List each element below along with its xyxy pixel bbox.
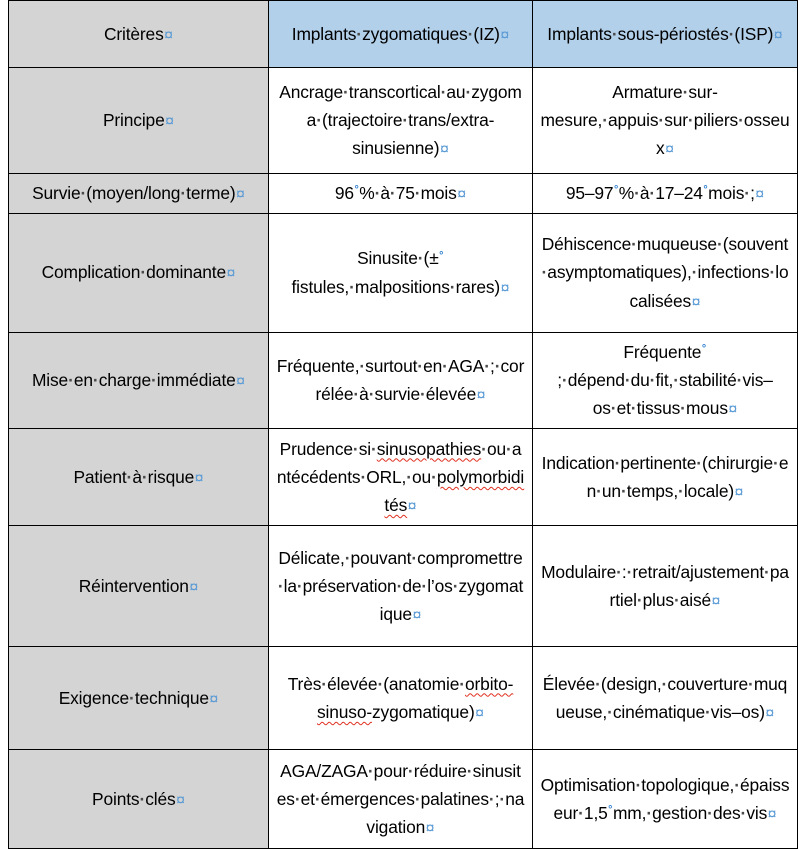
criteria-cell-reintervention[interactable]: Réintervention¤	[8, 525, 269, 648]
criteria-cell-survie[interactable]: Survie·(moyen/long·terme)¤	[8, 173, 269, 214]
table-row: Principe¤ Ancrage·transcortical·au·zygom…	[8, 67, 798, 174]
misspelled-word: orbito-	[465, 673, 514, 694]
criteria-cell-principe[interactable]: Principe¤	[8, 67, 269, 174]
value-cell-iz-reintervention[interactable]: Délicate,·pouvant·compromettre·la·préser…	[268, 525, 533, 648]
value-cell-iz-mise-en-charge[interactable]: Fréquente,·surtout·en·AGA·;·corrélée·à·s…	[268, 331, 533, 430]
table-header-row: Critères¤ Implants·zygomatiques·(IZ)¤ Im…	[8, 0, 798, 68]
header-label-criteria: Critères	[103, 23, 164, 44]
criteria-cell-points-cles[interactable]: Points·clés¤	[8, 749, 269, 849]
table-row: Exigence·technique¤ Très·élevée·(anatomi…	[8, 646, 798, 751]
document-canvas: Critères¤ Implants·zygomatiques·(IZ)¤ Im…	[8, 0, 798, 849]
cell-end-mark: ¤	[773, 26, 783, 44]
misspelled-word: sinusopathies	[376, 438, 482, 459]
misspelled-word: polymorbidités	[384, 466, 525, 515]
cell-end-mark: ¤	[236, 373, 246, 391]
nbsp-mark: °	[613, 184, 619, 197]
nbsp-mark: °	[439, 249, 444, 262]
value-cell-iz-complication[interactable]: Sinusite·(±°fistules,·malpositions·rares…	[268, 212, 533, 333]
cell-end-mark: ¤	[407, 497, 417, 515]
criteria-label: Principe	[102, 110, 165, 131]
cell-end-mark: ¤	[765, 704, 775, 722]
value-cell-isp-survie[interactable]: 95–97°%·à·17–24°mois·;¤	[532, 173, 798, 214]
value-cell-iz-survie[interactable]: 96°%·à·75·mois¤	[268, 173, 533, 214]
value-cell-iz-principe[interactable]: Ancrage·transcortical·au·zygoma·(traject…	[268, 67, 533, 174]
nbsp-mark: °	[701, 343, 707, 356]
cell-end-mark: ¤	[194, 469, 204, 487]
cell-end-mark: ¤	[500, 279, 510, 297]
cell-end-mark: ¤	[425, 819, 435, 837]
value-cell-isp-exigence-technique[interactable]: Élevée·(design,·couverture·muqueuse,·cin…	[532, 646, 798, 751]
cell-end-mark: ¤	[209, 690, 219, 708]
misspelled-word: sinuso-	[316, 701, 372, 722]
cell-end-mark: ¤	[734, 483, 744, 501]
space-mark: ·	[728, 23, 735, 44]
cell-end-mark: ¤	[165, 113, 175, 131]
cell-end-mark: ¤	[236, 186, 245, 203]
value-cell-isp-complication[interactable]: Déhiscence·muqueuse·(souvent·asymptomati…	[532, 212, 798, 333]
cell-end-mark: ¤	[728, 401, 738, 419]
nbsp-mark: °	[703, 184, 708, 197]
cell-end-mark: ¤	[500, 26, 510, 44]
cell-end-mark: ¤	[164, 26, 174, 44]
criteria-label: Réintervention	[78, 575, 189, 596]
value-cell-isp-principe[interactable]: Armature·sur-mesure,·appuis·sur·piliers·…	[532, 67, 798, 174]
nbsp-mark: °	[608, 804, 613, 817]
header-cell-zygomatic[interactable]: Implants·zygomatiques·(IZ)¤	[268, 0, 533, 68]
comparison-table: Critères¤ Implants·zygomatiques·(IZ)¤ Im…	[8, 0, 798, 849]
cell-end-mark: ¤	[767, 805, 777, 823]
cell-end-mark: ¤	[439, 141, 449, 159]
cell-end-mark: ¤	[691, 293, 701, 311]
value-cell-isp-patient-risque[interactable]: Indication·pertinente·(chirurgie·en·un·t…	[532, 428, 798, 527]
cell-end-mark: ¤	[755, 186, 765, 203]
cell-end-mark: ¤	[176, 791, 185, 809]
header-cell-subperiosteal[interactable]: Implants·sous-périostés·(ISP)¤	[532, 0, 798, 68]
space-mark: ·	[467, 23, 474, 44]
space-mark: ·	[356, 23, 363, 44]
header-cell-criteria[interactable]: Critères¤	[8, 0, 269, 68]
cell-end-mark: ¤	[665, 141, 674, 159]
criteria-cell-complication[interactable]: Complication·dominante¤	[8, 212, 269, 333]
space-mark: ·	[611, 23, 618, 44]
criteria-cell-patient-risque[interactable]: Patient·à·risque¤	[8, 428, 269, 527]
cell-end-mark: ¤	[476, 387, 486, 405]
value-cell-iz-points-cles[interactable]: AGA/ZAGA·pour·réduire·sinusites·et·émerg…	[268, 749, 533, 849]
cell-end-mark: ¤	[412, 606, 422, 624]
cell-end-mark: ¤	[226, 265, 236, 283]
table-row: Complication·dominante¤ Sinusite·(±°fist…	[8, 212, 798, 333]
value-cell-isp-points-cles[interactable]: Optimisation·topologique,·épaisseur·1,5°…	[532, 749, 798, 849]
table-row: Points·clés¤ AGA/ZAGA·pour·réduire·sinus…	[8, 749, 798, 849]
table-row: Patient·à·risque¤ Prudence·si·sinusopath…	[8, 428, 798, 527]
table-row: Survie·(moyen/long·terme)¤ 96°%·à·75·moi…	[8, 173, 798, 214]
cell-end-mark: ¤	[457, 186, 467, 203]
value-cell-iz-exigence-technique[interactable]: Très·élevée·(anatomie·orbito-sinuso-zygo…	[268, 646, 533, 751]
value-cell-isp-reintervention[interactable]: Modulaire·:·retrait/ajustement·partiel·p…	[532, 525, 798, 648]
criteria-cell-exigence-technique[interactable]: Exigence·technique¤	[8, 646, 269, 751]
table-row: Réintervention¤ Délicate,·pouvant·compro…	[8, 525, 798, 648]
cell-end-mark: ¤	[189, 578, 199, 596]
value-cell-isp-mise-en-charge[interactable]: Fréquente°;·dépend·du·fit,·stabilité·vis…	[532, 331, 798, 430]
criteria-cell-mise-en-charge[interactable]: Mise·en·charge·immédiate¤	[8, 331, 269, 430]
cell-end-mark: ¤	[475, 704, 485, 722]
table-row: Mise·en·charge·immédiate¤ Fréquente,·sur…	[8, 331, 798, 430]
nbsp-mark: °	[354, 184, 359, 197]
cell-end-mark: ¤	[711, 592, 721, 610]
value-cell-iz-patient-risque[interactable]: Prudence·si·sinusopathies·ou·antécédents…	[268, 428, 533, 527]
